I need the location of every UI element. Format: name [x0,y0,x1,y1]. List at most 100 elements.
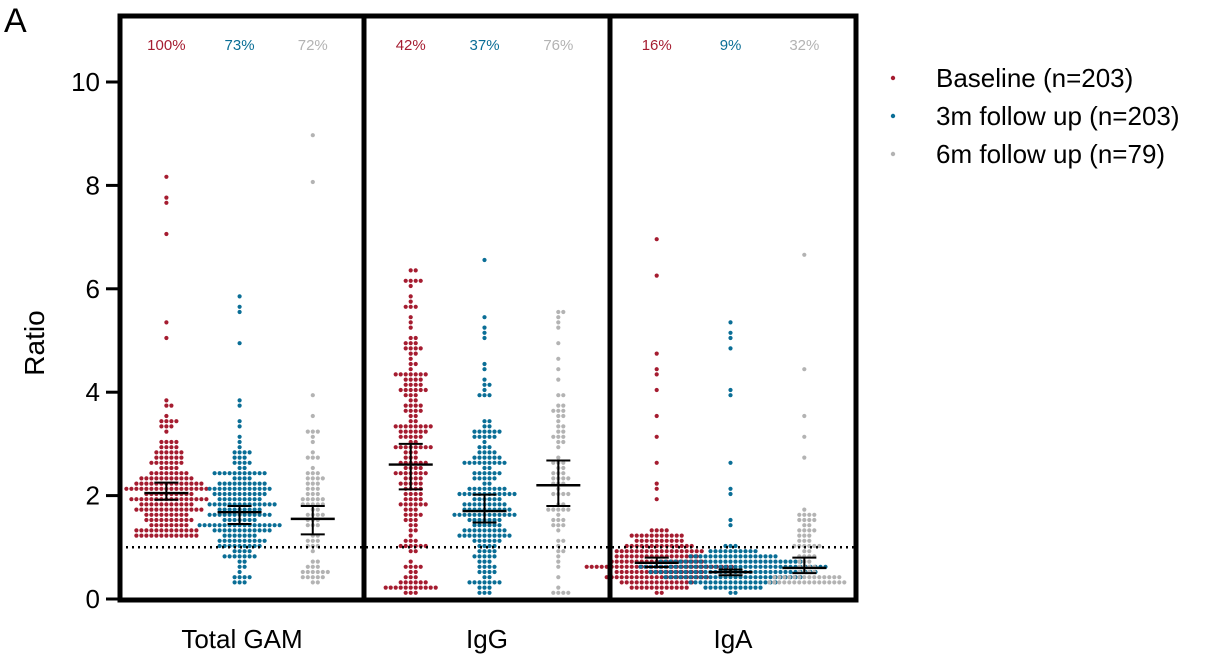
data-point [629,559,634,564]
data-point [212,523,217,528]
data-point [159,533,164,538]
data-point [723,554,728,559]
data-point [257,497,262,502]
legend-label: Baseline (n=203) [936,63,1133,93]
data-point [634,575,639,580]
data-point [807,575,812,580]
data-point [659,575,664,580]
legend-marker [890,151,896,157]
percent-label: 32% [789,37,819,54]
data-point [462,512,467,517]
data-point [718,559,723,564]
data-point [408,429,413,434]
data-point [802,523,807,528]
data-point [310,429,315,434]
data-point [472,486,477,491]
data-point [418,564,423,569]
data-point [703,569,708,575]
data-point [413,580,418,585]
data-point [189,528,194,533]
data-point [413,564,418,569]
data-point [679,549,684,554]
data-point [482,455,487,460]
data-point [487,445,492,450]
data-point [212,502,217,507]
data-point [408,393,413,398]
data-point [654,372,659,377]
data-point [232,580,237,585]
data-point [763,559,768,564]
data-point [237,471,242,476]
data-point [683,559,688,564]
data-point [184,481,189,486]
data-point [556,528,561,533]
data-point [802,533,807,538]
data-point [718,564,723,569]
data-point [797,559,802,564]
data-point [189,497,194,502]
data-point [413,341,418,346]
data-point [477,471,482,476]
data-point [413,549,418,554]
data-point [154,528,159,533]
data-point [708,564,713,569]
data-point [237,486,242,491]
data-point [242,543,247,549]
data-point [149,523,154,528]
data-point [222,502,227,507]
data-point [315,497,320,502]
data-point [237,476,242,481]
data-point [758,575,763,580]
data-point [688,559,693,564]
data-point [222,554,227,559]
data-point [398,481,403,486]
data-point [472,523,477,528]
data-point [792,575,797,580]
data-point [624,554,629,559]
data-point [778,569,783,575]
data-point [561,517,566,523]
data-point [398,502,403,507]
data-point [698,559,703,564]
data-point [713,559,718,564]
data-point [199,507,204,512]
data-point [708,575,713,580]
data-point [477,460,482,465]
data-point [477,523,482,528]
data-point [497,517,502,523]
data-point [179,507,184,512]
data-point [482,460,487,465]
data-point [654,237,659,242]
error-bar [462,493,507,524]
data-point [262,502,267,507]
data-point [242,460,247,465]
data-point [497,502,502,507]
data-point [418,465,423,471]
data-point [748,575,753,580]
data-point [561,549,566,554]
data-point [413,393,418,398]
data-point [487,476,492,481]
data-point [497,523,502,528]
data-point [242,497,247,502]
data-point [713,580,718,585]
data-point [227,533,232,538]
data-point [783,559,788,564]
data-point [413,372,418,377]
data-point [262,491,267,497]
data-point [418,372,423,377]
data-point [189,481,194,486]
data-point [629,575,634,580]
data-point [688,569,693,575]
data-point [413,502,418,507]
data-point [693,559,698,564]
data-point [472,471,477,476]
data-point [782,580,787,585]
data-point [403,471,408,476]
data-point [413,590,418,595]
data-point [644,549,649,554]
data-point [315,575,320,580]
data-point [217,543,222,549]
data-point [492,434,497,439]
data-point [393,585,398,590]
